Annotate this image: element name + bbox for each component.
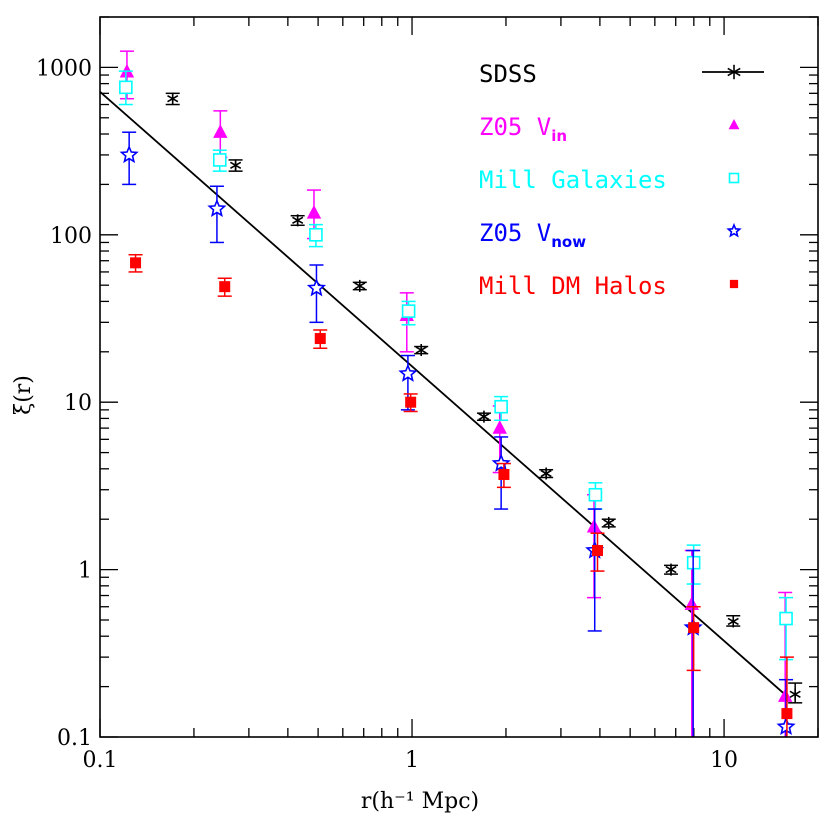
data-point <box>306 204 322 219</box>
data-point <box>684 596 699 610</box>
data-point <box>603 516 615 529</box>
powerlaw-fit-line <box>100 91 787 697</box>
legend-marker-2 <box>728 172 740 184</box>
powerlaw-fit-layer <box>100 91 787 697</box>
legend-marker-1 <box>728 119 740 130</box>
data-point <box>130 257 142 269</box>
series-0 <box>165 92 803 704</box>
data-point <box>779 611 793 626</box>
data-point <box>592 545 604 557</box>
data-point <box>314 333 326 345</box>
data-point-stroke <box>415 346 427 354</box>
data-point-stroke <box>292 216 304 225</box>
data-point-stroke <box>665 565 677 574</box>
legend: SDSS Z05 Vin Mill Galaxies Z05 Vnow Mill DM … <box>479 60 764 300</box>
y-tick-label: 10 <box>64 391 92 416</box>
data-point <box>776 716 796 735</box>
legend-label-sub: in <box>551 127 567 145</box>
data-point <box>405 396 417 408</box>
y-tick-label: 0.1 <box>57 726 92 751</box>
data-point <box>492 420 507 434</box>
x-tick-label: 10 <box>710 748 738 773</box>
data-point <box>491 453 511 472</box>
plot-frame <box>99 16 819 738</box>
y-tick-label: 100 <box>50 224 92 249</box>
data-point <box>306 278 327 297</box>
data-point-stroke <box>230 161 242 170</box>
legend-marker-0 <box>727 64 741 80</box>
legend-marker-3 <box>726 222 742 238</box>
legend-marker-0-stroke <box>727 67 741 77</box>
data-point <box>478 410 490 423</box>
data-point <box>213 124 228 138</box>
data-point <box>494 399 508 414</box>
data-point <box>167 92 179 105</box>
data-point <box>354 279 366 292</box>
legend-label-1: Z05 Vin <box>479 113 567 145</box>
data-point-stroke <box>478 412 490 421</box>
legend-label-3: Z05 Vnow <box>479 219 586 251</box>
data-point <box>219 281 231 293</box>
data-point <box>212 153 227 167</box>
data-point-stroke <box>540 469 552 478</box>
data-point <box>415 344 427 357</box>
data-point <box>688 622 700 634</box>
data-point <box>207 198 227 217</box>
legend-label-0: SDSS <box>479 60 537 88</box>
series-3 <box>119 131 796 737</box>
data-point <box>498 468 510 480</box>
x-axis-label: r(h⁻¹ Mpc) <box>361 789 479 814</box>
data-point <box>777 688 793 702</box>
data-point <box>398 363 418 382</box>
data-point <box>665 563 677 576</box>
legend-label-2: Mill Galaxies <box>479 166 667 194</box>
data-point <box>230 159 242 172</box>
data-point <box>727 615 739 628</box>
data-point <box>540 467 552 480</box>
y-axis-label: ξ(r) <box>11 375 36 415</box>
tick-labels: 0.1 1 10 0.1 1 10 100 1000 <box>36 56 738 773</box>
data-point <box>119 80 133 95</box>
legend-marker-4 <box>729 279 739 289</box>
data-point <box>119 144 139 164</box>
x-tick-label: 1 <box>405 748 419 773</box>
legend-label-4: Mill DM Halos <box>479 272 667 300</box>
series-layer <box>118 50 803 737</box>
data-point-stroke <box>167 95 179 103</box>
legend-label-sub: now <box>551 233 586 251</box>
data-point <box>292 214 304 227</box>
data-point <box>401 304 416 318</box>
series-4 <box>128 253 794 737</box>
x-tick-label: 0.1 <box>83 748 118 773</box>
data-point <box>781 708 793 720</box>
data-point-stroke <box>354 282 366 290</box>
data-point-stroke <box>727 617 739 626</box>
data-point <box>588 487 603 502</box>
data-point-stroke <box>603 519 615 527</box>
y-tick-label: 1000 <box>36 56 92 81</box>
y-tick-label: 1 <box>78 559 92 584</box>
data-point <box>789 688 801 701</box>
data-point-stroke <box>789 690 801 698</box>
data-point <box>309 227 323 242</box>
